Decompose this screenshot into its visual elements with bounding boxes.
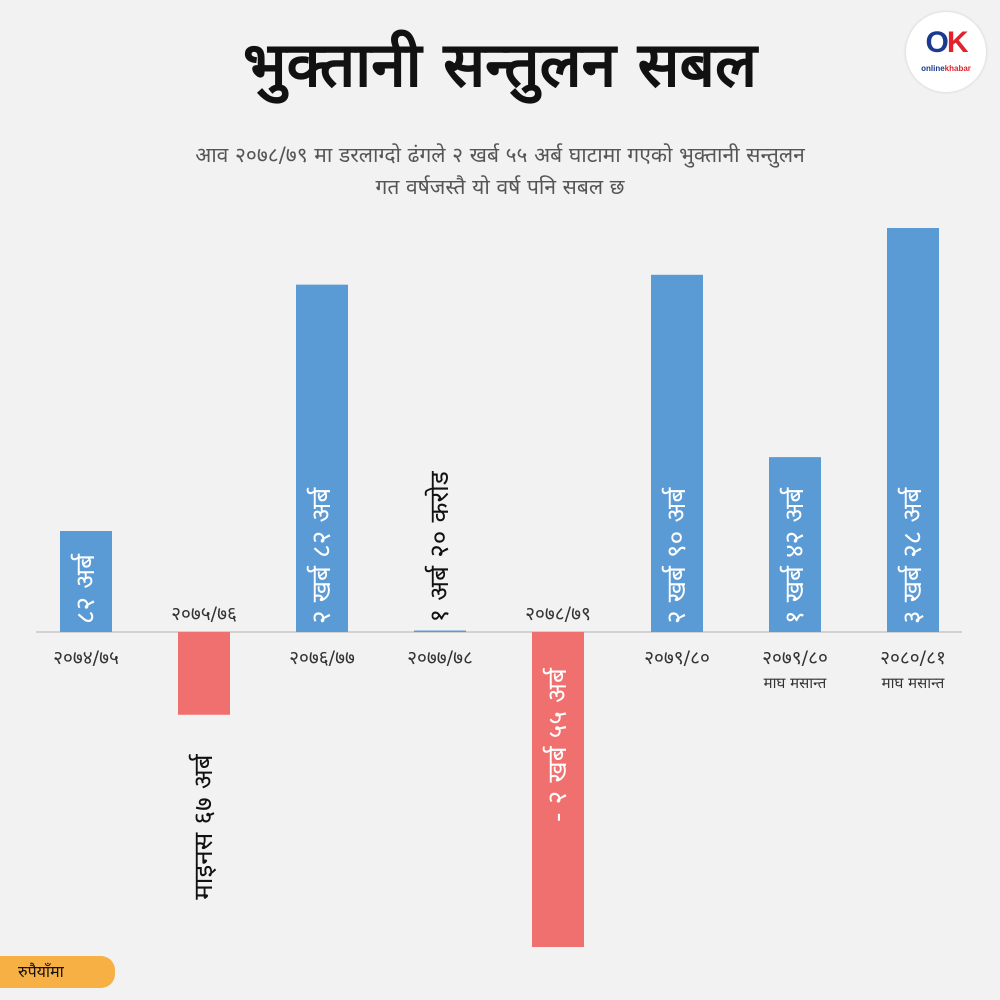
logo-wordmark: onlinekhabar [921, 64, 971, 73]
category-sublabel-7: माघ मसान्त [764, 674, 827, 692]
chart-subtitle: आव २०७८/७९ मा डरलाग्दो ढंगले २ खर्ब ५५ अ… [0, 140, 1000, 203]
bar-5 [532, 632, 584, 947]
bar-4 [414, 630, 466, 633]
bar-6 [651, 274, 703, 632]
category-label-2: २०७५/७६ [171, 603, 237, 625]
value-label-3: २ खर्ब ८२ अर्ब [306, 487, 337, 624]
logo-mark: OK [925, 26, 968, 59]
category-label-5: २०७८/७९ [525, 603, 591, 625]
subtitle-line-1: आव २०७८/७९ मा डरलाग्दो ढंगले २ खर्ब ५५ अ… [195, 143, 805, 167]
bar-3 [296, 284, 348, 632]
value-label-1: ८२ अर्ब [70, 553, 101, 624]
bar-7 [769, 457, 821, 632]
category-sublabel-8: माघ मसान्त [882, 674, 945, 692]
category-label-8: २०८०/८१ [880, 647, 946, 669]
onlinekhabar-logo: OK onlinekhabar [906, 12, 986, 92]
category-label-7: २०७९/८० [762, 647, 828, 669]
category-label-6: २०७९/८० [644, 647, 710, 669]
unit-badge: रुपैयाँमा [0, 956, 115, 988]
value-label-4: १ अर्ब २० करोड [424, 470, 455, 622]
category-label-1: २०७४/७५ [53, 647, 119, 669]
category-label-3: २०७६/७७ [289, 647, 355, 669]
chart-title: भुक्तानी सन्तुलन सबल [243, 28, 757, 101]
category-label-4: २०७७/७८ [407, 647, 473, 669]
value-label-6: २ खर्ब ९० अर्ब [661, 487, 692, 624]
bar-8 [887, 228, 939, 632]
value-label-2: माइनस ६७ अर्ब [188, 753, 219, 899]
bar-1 [60, 531, 112, 632]
value-label-7: १ खर्ब ४२ अर्ब [779, 487, 810, 624]
value-label-5: - २ खर्ब ५५ अर्ब [542, 667, 573, 822]
subtitle-line-2: गत वर्षजस्तै यो वर्ष पनि सबल छ [375, 174, 625, 199]
value-label-8: ३ खर्ब २८ अर्ब [897, 487, 928, 624]
bar-2 [178, 632, 230, 715]
